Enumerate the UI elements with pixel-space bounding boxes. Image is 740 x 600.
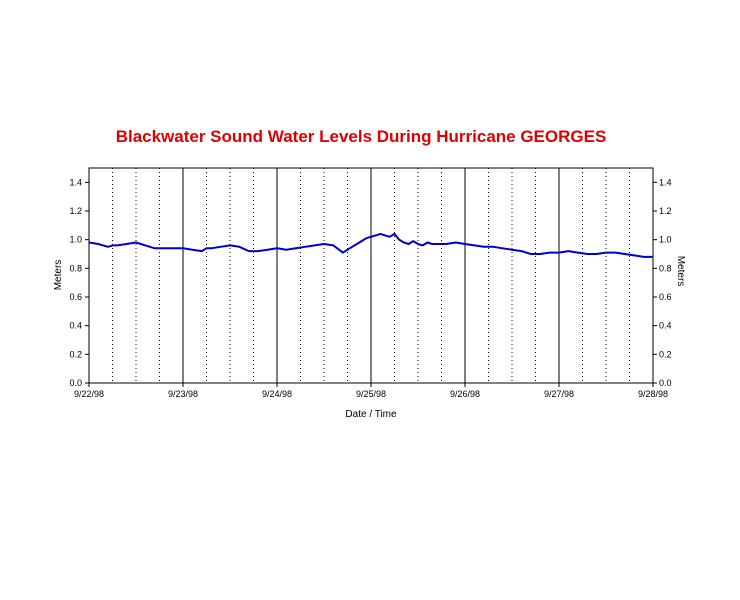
y-tick-label-right: 0.4 xyxy=(659,321,672,331)
y-tick-label-left: 1.2 xyxy=(69,206,82,216)
x-tick-label: 9/24/98 xyxy=(262,389,292,399)
y-tick-label-left: 0.6 xyxy=(69,292,82,302)
y-tick-label-right: 1.2 xyxy=(659,206,672,216)
grid-lines xyxy=(112,168,630,383)
y-tick-label-right: 0.0 xyxy=(659,378,672,388)
x-tick-label: 9/27/98 xyxy=(544,389,574,399)
chart-title: Blackwater Sound Water Levels During Hur… xyxy=(116,127,607,146)
y-axis-label-left: Meters xyxy=(53,260,64,291)
x-tick-label: 9/28/98 xyxy=(638,389,668,399)
y-tick-label-right: 1.0 xyxy=(659,235,672,245)
y-axis-label-right: Meters xyxy=(675,256,686,287)
x-tick-label: 9/23/98 xyxy=(168,389,198,399)
y-tick-label-left: 0.8 xyxy=(69,263,82,273)
y-tick-label-right: 0.2 xyxy=(659,349,672,359)
series-line-water-level xyxy=(88,232,653,258)
y-tick-label-left: 0.4 xyxy=(69,321,82,331)
x-tick-label: 9/25/98 xyxy=(356,389,386,399)
y-tick-label-right: 1.4 xyxy=(659,177,672,187)
x-axis-label: Date / Time xyxy=(345,409,397,420)
y-axis-ticks: 0.0 0.0 0.2 0.2 0.4 0.4 0.6 0.6 0.8 0.8 1.0 1.0 1.2 1… xyxy=(69,177,671,388)
y-tick-label-left: 0.2 xyxy=(69,349,82,359)
y-tick-label-right: 0.8 xyxy=(659,263,672,273)
y-tick-label-right: 0.6 xyxy=(659,292,672,302)
y-tick-label-left: 1.4 xyxy=(69,177,82,187)
x-axis-ticks: 9/22/98 9/23/98 9/24/98 9/25/98 9/26/98 9/27/… xyxy=(74,383,668,399)
x-tick-label: 9/22/98 xyxy=(74,389,104,399)
y-tick-label-left: 1.0 xyxy=(69,235,82,245)
y-tick-label-left: 0.0 xyxy=(69,378,82,388)
x-tick-label: 9/26/98 xyxy=(450,389,480,399)
